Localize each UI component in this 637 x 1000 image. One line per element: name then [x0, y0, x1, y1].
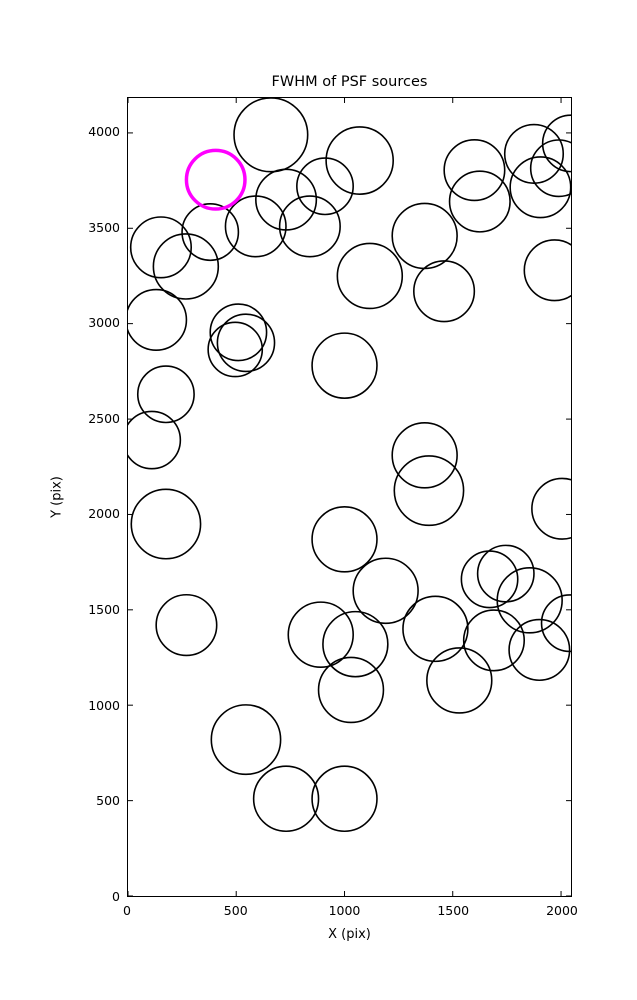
y-tick-label: 0 — [112, 888, 120, 904]
psf-circle — [393, 455, 465, 527]
psf-circle — [322, 610, 389, 678]
x-tick-label: 0 — [123, 903, 131, 918]
psf-circle — [531, 477, 571, 540]
psf-circle — [252, 765, 320, 833]
y-tick-label: 2500 — [88, 410, 120, 426]
psf-circle — [128, 410, 182, 470]
psf-circle — [210, 704, 282, 776]
x-tick-label: 2000 — [546, 903, 578, 918]
psf-circle — [317, 656, 385, 724]
x-tick-label: 1500 — [437, 903, 470, 918]
psf-circle — [426, 647, 493, 714]
psf-circle — [336, 242, 404, 310]
psf-circle — [207, 321, 264, 378]
psf-circle — [325, 126, 394, 195]
y-axis-label: Y (pix) — [49, 476, 65, 518]
psf-circle — [448, 170, 511, 233]
psf-circle — [216, 313, 276, 373]
psf-circle — [311, 505, 378, 573]
psf-circle — [391, 421, 458, 489]
psf-circle — [278, 195, 341, 258]
psf-circle — [184, 148, 247, 211]
psf-circle — [540, 594, 571, 653]
psf-circle — [296, 157, 354, 216]
psf-circle — [233, 98, 309, 173]
psf-circle — [128, 288, 188, 351]
psf-circle — [443, 138, 506, 202]
psf-circle — [541, 114, 571, 173]
plot-title: FWHM of PSF sources — [271, 74, 428, 90]
psf-circle — [152, 233, 220, 300]
psf-circle — [476, 544, 535, 603]
psf-circle — [391, 202, 458, 270]
psf-circle — [503, 123, 565, 184]
y-tick-label: 500 — [96, 793, 120, 809]
psf-circle — [413, 260, 476, 323]
x-axis-label: X (pix) — [328, 927, 371, 942]
psf-circle — [529, 139, 571, 198]
psf-circle — [496, 567, 563, 634]
y-tick-label: 4000 — [88, 123, 120, 139]
y-tick-label: 3500 — [88, 219, 120, 235]
psf-circle — [402, 595, 469, 663]
psf-circle — [311, 765, 378, 833]
psf-circle — [129, 216, 193, 279]
psf-circle — [224, 195, 287, 258]
scatter-canvas — [128, 98, 571, 896]
psf-circle — [508, 618, 571, 682]
y-tick-label: 3000 — [88, 314, 120, 330]
psf-circle — [130, 488, 202, 560]
psf-circle — [287, 601, 354, 668]
x-tick-label: 1000 — [328, 903, 361, 918]
psf-circle — [181, 203, 240, 262]
psf-circle — [523, 239, 571, 302]
psf-circle — [352, 557, 419, 625]
psf-circle — [155, 593, 218, 657]
plot-area — [127, 97, 572, 897]
x-tick-label: 500 — [223, 903, 248, 918]
psf-circle — [136, 365, 195, 424]
y-tick-label: 1500 — [88, 601, 120, 617]
psf-circle — [209, 303, 268, 362]
psf-circle — [462, 609, 526, 672]
psf-circle — [460, 550, 519, 609]
y-tick-label: 2000 — [88, 506, 120, 522]
y-tick-label: 1000 — [88, 697, 120, 713]
psf-circle — [311, 332, 378, 399]
psf-circle — [509, 156, 571, 219]
